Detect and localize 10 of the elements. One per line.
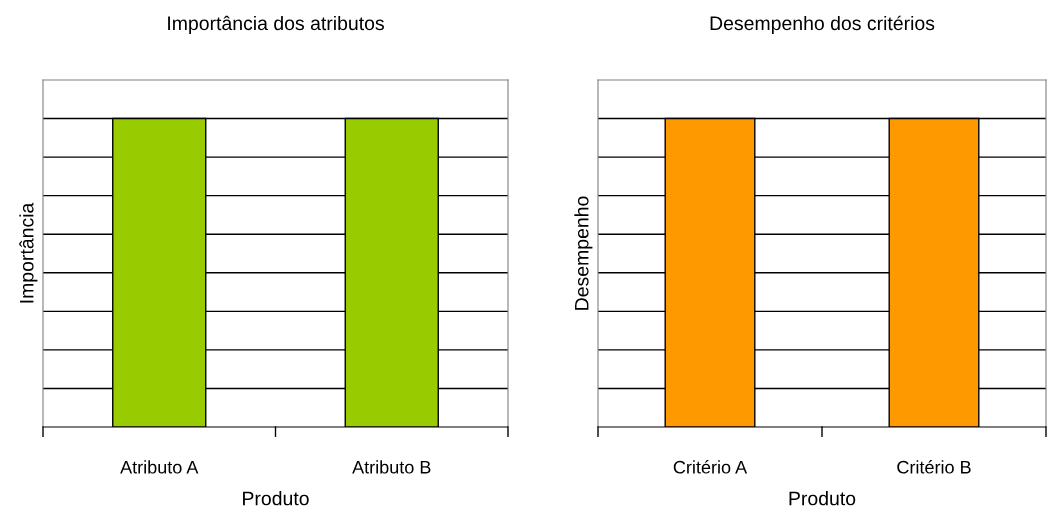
x-tick-label: Critério B (897, 460, 971, 474)
y-axis-title: Importância (19, 202, 38, 303)
x-tick-label: Critério A (673, 460, 748, 474)
x-tick-label: Atributo A (120, 460, 199, 474)
chart-title: Importância dos atributos (168, 15, 384, 35)
chart-title: Desempenho dos critérios (710, 15, 935, 35)
y-axis-title: Desempenho (574, 196, 593, 310)
x-axis-title: Produto (789, 491, 856, 506)
x-tick-label: Atributo B (352, 460, 431, 474)
x-axis-title: Produto (243, 491, 309, 506)
